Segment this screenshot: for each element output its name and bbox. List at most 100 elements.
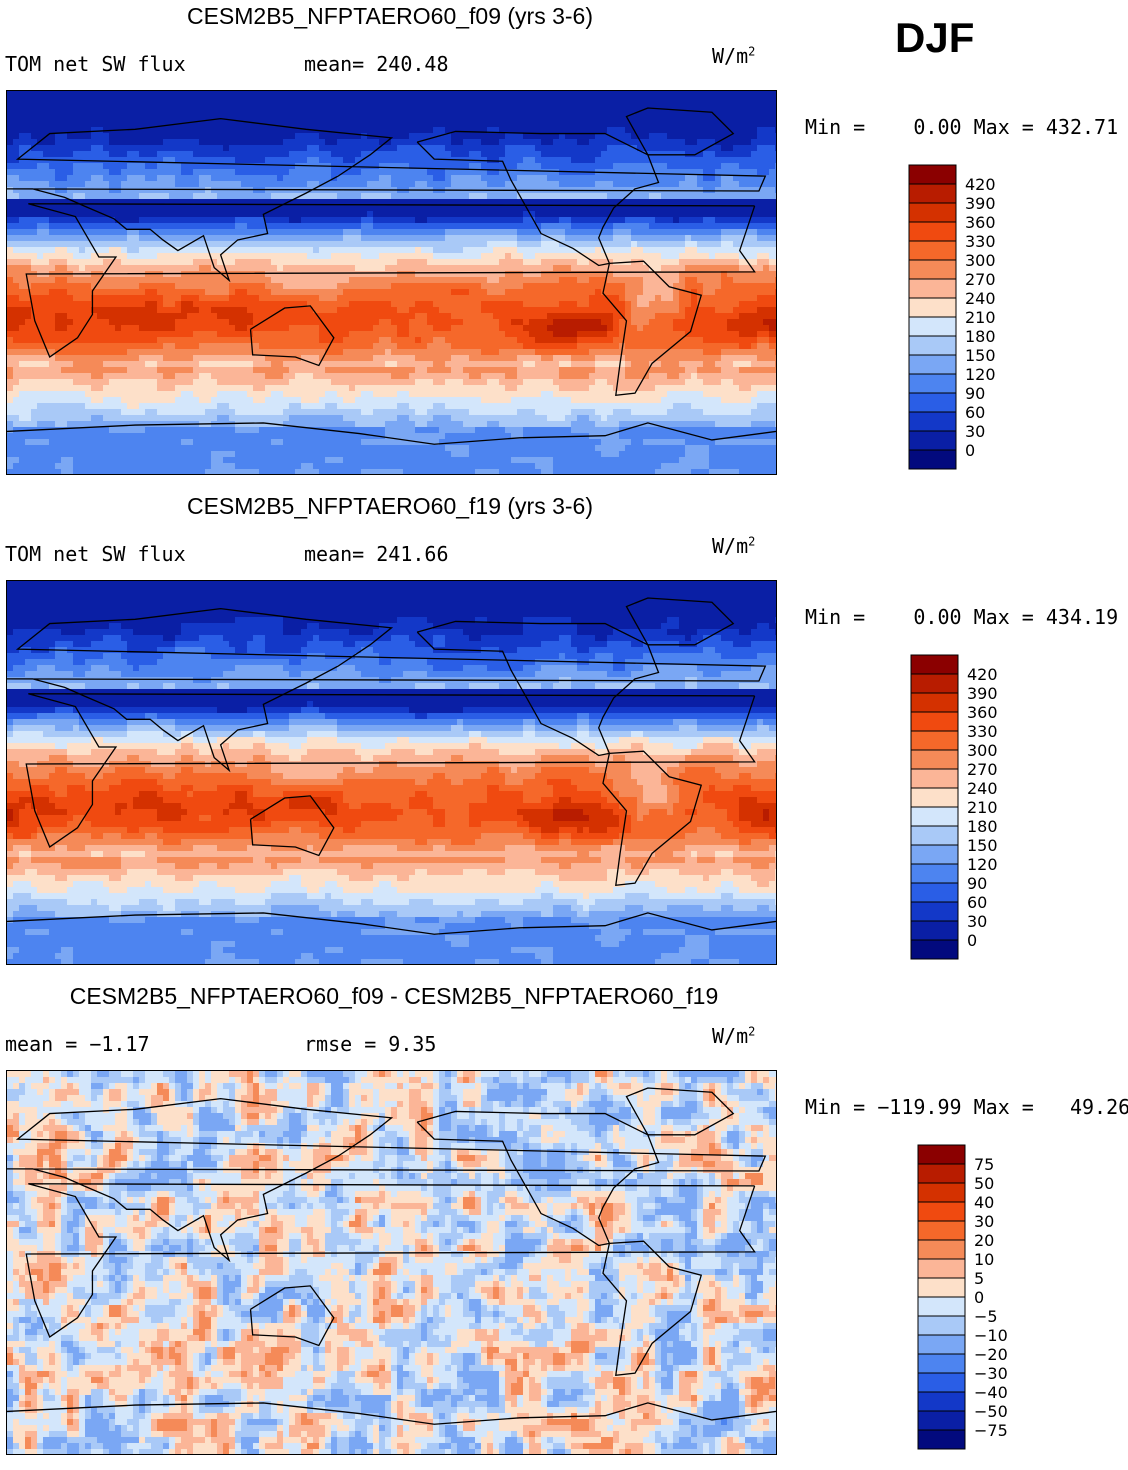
legend-swatch xyxy=(911,788,958,807)
legend-tick-label: −20 xyxy=(974,1345,1008,1364)
legend-tick-label: 270 xyxy=(967,760,998,779)
map-plot xyxy=(6,90,777,475)
legend-tick-label: −50 xyxy=(974,1402,1008,1421)
legend-tick-label: 300 xyxy=(965,251,996,270)
legend-tick-label: 360 xyxy=(967,703,998,722)
legend-swatch xyxy=(909,431,956,450)
legend-tick-label: 60 xyxy=(965,403,985,422)
legend-swatch xyxy=(918,1183,965,1202)
legend-swatch xyxy=(918,1259,965,1278)
legend-swatch xyxy=(911,731,958,750)
legend-tick-label: −40 xyxy=(974,1383,1008,1402)
legend-tick-label: 210 xyxy=(965,308,996,327)
legend-tick-label: 240 xyxy=(965,289,996,308)
legend-swatch xyxy=(909,203,956,222)
rmse-label: rmse = 9.35 xyxy=(304,1032,436,1056)
legend-tick-label: 50 xyxy=(974,1174,994,1193)
legend-swatch xyxy=(918,1430,965,1449)
legend-tick-label: 240 xyxy=(967,779,998,798)
legend-tick-label: −75 xyxy=(974,1421,1008,1440)
mean-label: mean= 241.66 xyxy=(304,542,449,566)
legend-swatch xyxy=(909,355,956,374)
legend-tick-label: 360 xyxy=(965,213,996,232)
legend-swatch xyxy=(911,693,958,712)
legend-tick-label: 120 xyxy=(967,855,998,874)
legend-tick-label: 390 xyxy=(967,684,998,703)
legend-tick-label: 180 xyxy=(967,817,998,836)
variable-label: TOM net SW flux xyxy=(5,52,186,76)
legend-swatch xyxy=(909,450,956,469)
legend-swatch xyxy=(909,336,956,355)
legend-tick-label: 210 xyxy=(967,798,998,817)
legend-tick-label: 180 xyxy=(965,327,996,346)
mean-label: mean = −1.17 xyxy=(5,1032,150,1056)
legend-tick-label: 90 xyxy=(967,874,987,893)
legend-tick-label: 0 xyxy=(965,441,975,460)
legend-swatch xyxy=(909,165,956,184)
legend-tick-label: 90 xyxy=(965,384,985,403)
legend-swatch xyxy=(918,1278,965,1297)
legend-tick-label: 330 xyxy=(965,232,996,251)
legend-swatch xyxy=(909,393,956,412)
legend-swatch xyxy=(911,674,958,693)
legend-swatch xyxy=(918,1354,965,1373)
legend-swatch xyxy=(909,241,956,260)
legend-swatch xyxy=(918,1202,965,1221)
legend-tick-label: 20 xyxy=(974,1231,994,1250)
legend-swatch xyxy=(918,1392,965,1411)
legend-swatch xyxy=(909,317,956,336)
map-plot xyxy=(6,580,777,965)
legend-swatch xyxy=(911,921,958,940)
legend-swatches xyxy=(908,164,957,470)
legend-tick-label: 270 xyxy=(965,270,996,289)
legend-tick-label: 5 xyxy=(974,1269,984,1288)
legend-tick-label: 30 xyxy=(974,1212,994,1231)
legend-swatch xyxy=(918,1373,965,1392)
legend-tick-label: 150 xyxy=(965,346,996,365)
legend-swatch xyxy=(909,412,956,431)
legend-swatch xyxy=(909,222,956,241)
legend-tick-label: 40 xyxy=(974,1193,994,1212)
legend-tick-label: 60 xyxy=(967,893,987,912)
legend-tick-label: 75 xyxy=(974,1155,994,1174)
legend-tick-label: 120 xyxy=(965,365,996,384)
legend-tick-label: 300 xyxy=(967,741,998,760)
min-max-readout: Min = 0.00 Max = 434.19 xyxy=(805,605,1118,629)
legend-tick-label: 0 xyxy=(974,1288,984,1307)
units-label: W/m2 xyxy=(712,44,755,68)
legend-tick-label: 30 xyxy=(965,422,985,441)
mean-label: mean= 240.48 xyxy=(304,52,449,76)
map-field-cells xyxy=(7,1071,776,1454)
legend-swatch xyxy=(911,902,958,921)
legend-swatch xyxy=(911,750,958,769)
legend-swatch xyxy=(909,184,956,203)
legend-swatch xyxy=(918,1221,965,1240)
legend-swatch xyxy=(911,864,958,883)
legend-swatch xyxy=(911,845,958,864)
legend-swatches xyxy=(917,1144,966,1450)
legend-swatch xyxy=(911,883,958,902)
map-field-cells xyxy=(7,581,776,964)
legend-swatch xyxy=(911,769,958,788)
units-label: W/m2 xyxy=(712,1024,755,1048)
legend-swatch xyxy=(911,940,958,959)
legend-swatch xyxy=(909,298,956,317)
legend-tick-label: 10 xyxy=(974,1250,994,1269)
panel-title: CESM2B5_NFPTAERO60_f09 (yrs 3-6) xyxy=(0,3,780,30)
panel-f09: CESM2B5_NFPTAERO60_f09 (yrs 3-6) TOM net… xyxy=(0,0,1128,490)
legend-tick-label: 390 xyxy=(965,194,996,213)
legend-swatch xyxy=(918,1145,965,1164)
legend-swatch xyxy=(918,1316,965,1335)
legend-swatch xyxy=(909,260,956,279)
legend-swatch xyxy=(918,1240,965,1259)
min-max-readout: Min = 0.00 Max = 432.71 xyxy=(805,115,1118,139)
legend-swatch xyxy=(909,374,956,393)
panel-title: CESM2B5_NFPTAERO60_f09 - CESM2B5_NFPTAER… xyxy=(4,983,784,1010)
variable-label: TOM net SW flux xyxy=(5,542,186,566)
legend-tick-label: −10 xyxy=(974,1326,1008,1345)
legend-swatch xyxy=(911,826,958,845)
legend-swatch xyxy=(909,279,956,298)
legend-tick-label: −30 xyxy=(974,1364,1008,1383)
map-plot xyxy=(6,1070,777,1455)
legend-swatch xyxy=(918,1411,965,1430)
